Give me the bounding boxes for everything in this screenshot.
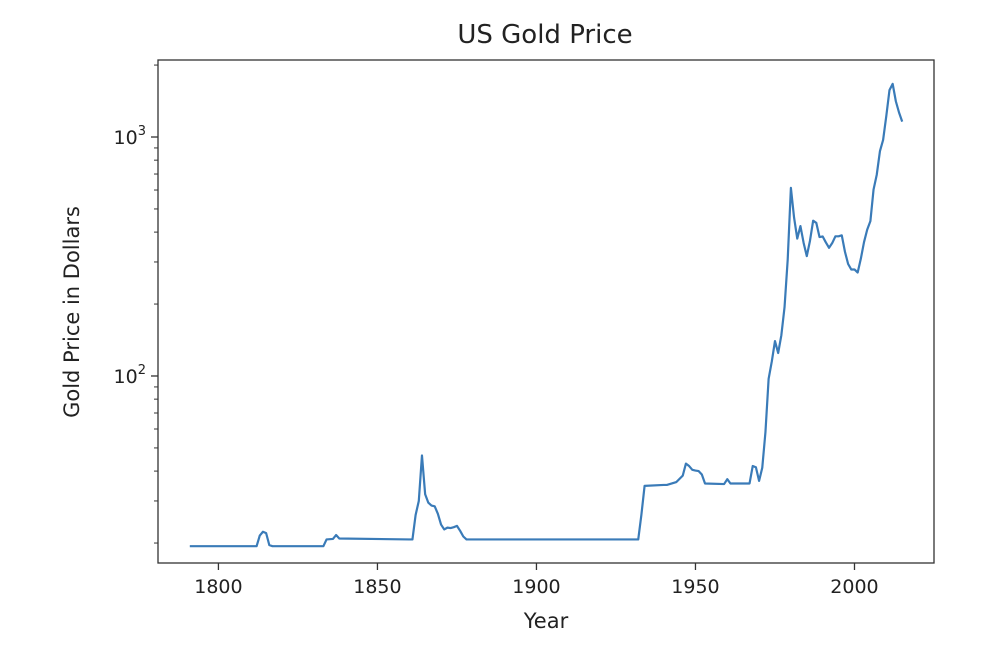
plot-area: 1800 1850 1900 1950 2000 102 103 bbox=[114, 59, 935, 598]
plot-frame bbox=[157, 59, 935, 564]
x-tick-label: 1950 bbox=[671, 576, 719, 598]
series-line-gold-price bbox=[189, 82, 904, 548]
x-tick-label: 1900 bbox=[512, 576, 560, 598]
x-axis-label: Year bbox=[523, 609, 569, 633]
y-axis-ticks: 102 103 bbox=[114, 124, 158, 388]
y-axis-minor-ticks bbox=[154, 64, 158, 544]
x-axis-ticks: 1800 1850 1900 1950 2000 bbox=[194, 563, 879, 598]
x-tick-label: 1800 bbox=[194, 576, 242, 598]
y-tick-label: 102 bbox=[114, 363, 146, 388]
chart-title: US Gold Price bbox=[457, 20, 632, 50]
x-tick-label: 1850 bbox=[353, 576, 401, 598]
x-tick-label: 2000 bbox=[830, 576, 878, 598]
y-axis-label: Gold Price in Dollars bbox=[60, 206, 84, 418]
y-tick-label: 103 bbox=[114, 124, 146, 149]
